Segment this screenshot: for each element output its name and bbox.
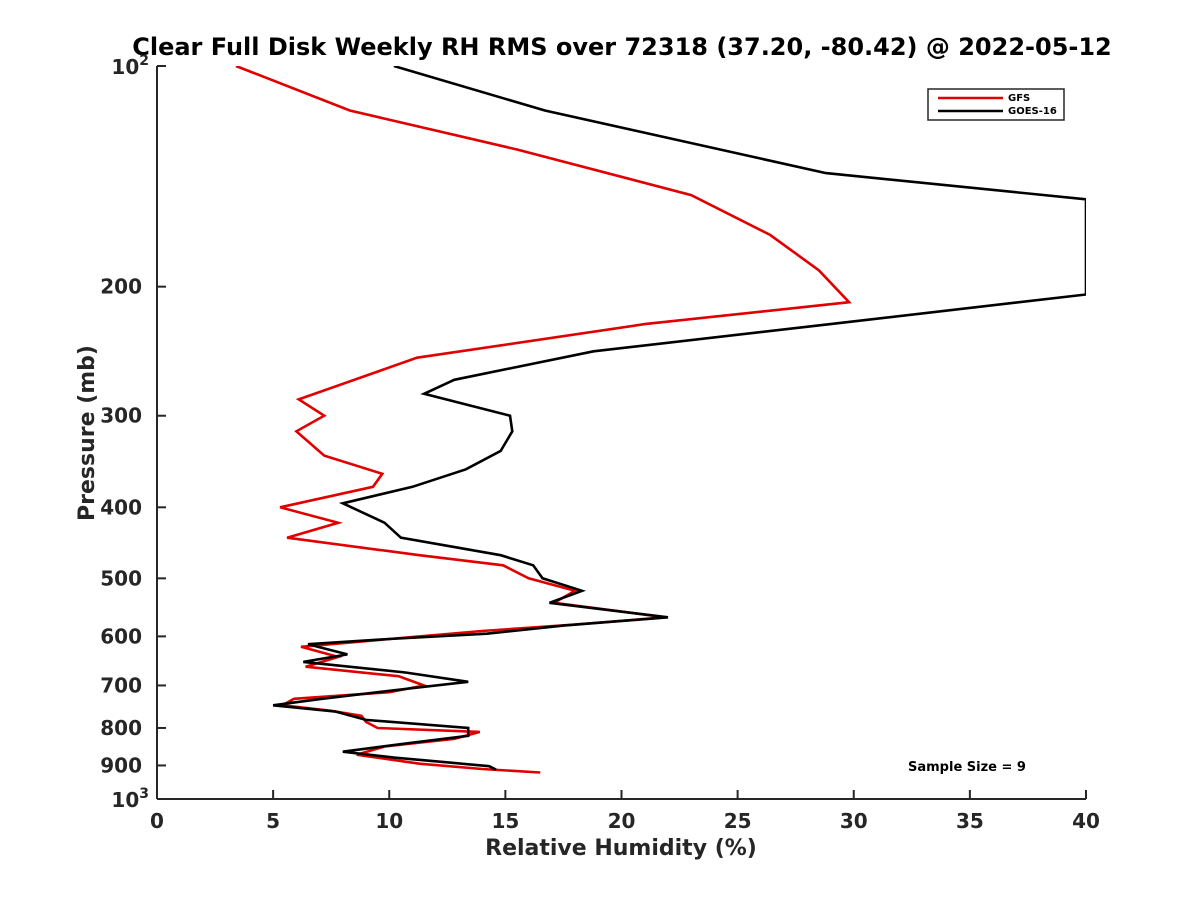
y-tick-label: 400 — [100, 495, 142, 519]
y-tick-label: 103 — [111, 786, 149, 812]
x-tick-label: 15 — [491, 809, 519, 833]
x-tick-label: 20 — [608, 809, 636, 833]
x-tick-label: 30 — [840, 809, 868, 833]
x-tick-label: 5 — [266, 809, 280, 833]
x-tick-label: 10 — [375, 809, 403, 833]
y-tick-label: 600 — [100, 624, 142, 648]
y-tick-label: 200 — [100, 275, 142, 299]
y-tick-label: 700 — [100, 673, 142, 697]
x-axis-label: Relative Humidity (%) — [485, 836, 757, 861]
y-axis-label: Pressure (mb) — [75, 345, 100, 521]
x-tick-label: 35 — [956, 809, 984, 833]
x-ticks-group: 0 5 10 15 20 25 30 35 40 — [150, 790, 1100, 833]
y-tick-label: 800 — [100, 716, 142, 740]
y-tick-label: 300 — [100, 404, 142, 428]
x-tick-label: 25 — [724, 809, 752, 833]
legend-box — [927, 88, 1065, 121]
x-tick-label: 40 — [1072, 809, 1100, 833]
plot-series-group — [235, 66, 1086, 774]
chart-title: Clear Full Disk Weekly RH RMS over 72318… — [132, 33, 1112, 61]
legend-label-goes16: GOES-16 — [1008, 106, 1057, 117]
y-ticks-group: 102 200 300 400 500 600 700 800 900 103 — [100, 53, 166, 812]
sample-size-annotation: Sample Size = 9 — [908, 760, 1026, 775]
y-tick-label: 500 — [100, 566, 142, 590]
series-line-goes16 — [272, 66, 1086, 771]
y-tick-label: 900 — [100, 753, 142, 777]
legend: GFS GOES-16 — [927, 88, 1065, 121]
x-tick-label: 0 — [150, 809, 164, 833]
y-tick-label: 102 — [111, 53, 149, 79]
legend-label-gfs: GFS — [1008, 93, 1030, 104]
